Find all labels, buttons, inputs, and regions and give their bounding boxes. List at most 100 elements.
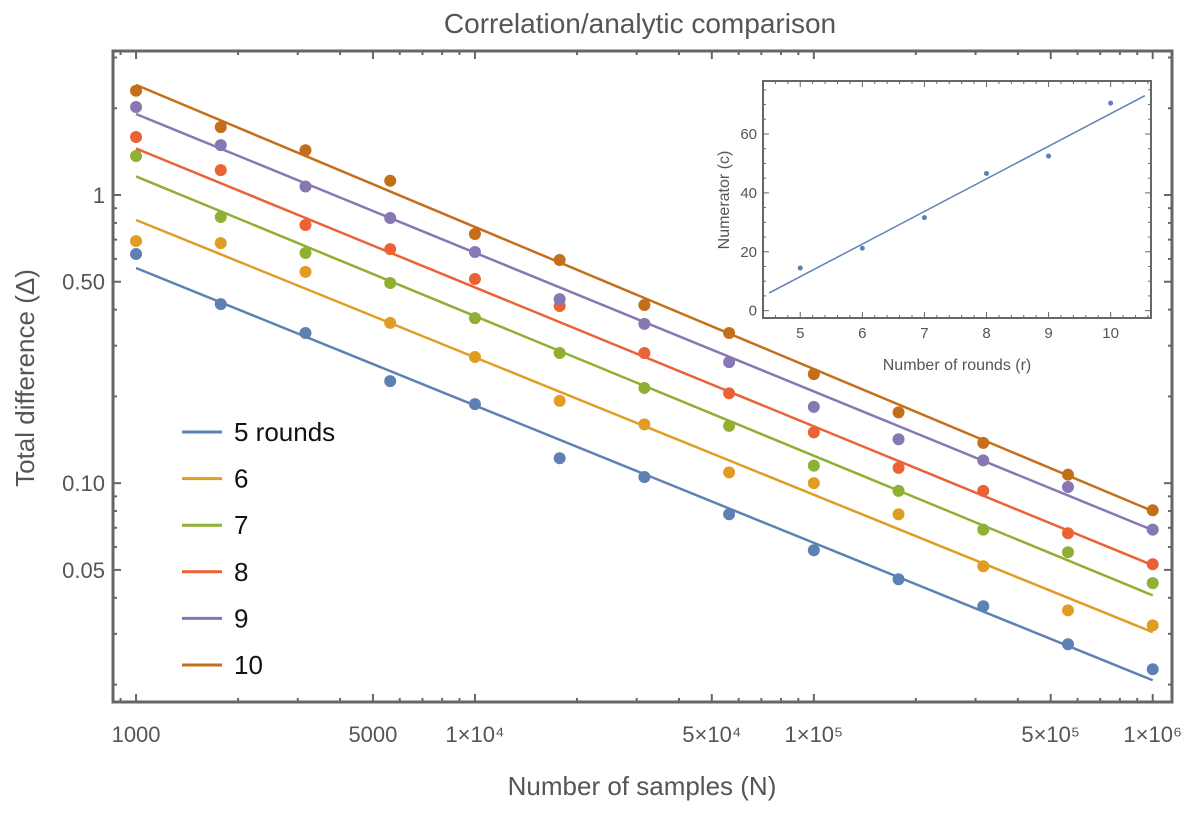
inset-data-point bbox=[797, 265, 803, 271]
data-point bbox=[214, 210, 227, 223]
x-axis-label: Number of samples (N) bbox=[508, 771, 777, 801]
data-point bbox=[468, 398, 481, 411]
data-point bbox=[130, 248, 143, 261]
series-10 bbox=[130, 83, 1159, 517]
data-point bbox=[553, 346, 566, 359]
data-point bbox=[723, 387, 736, 400]
data-point bbox=[553, 452, 566, 465]
x-tick-label: 1×10⁵ bbox=[784, 722, 843, 747]
data-point bbox=[299, 180, 312, 193]
data-point bbox=[892, 508, 905, 521]
y-tick-label: 1 bbox=[93, 183, 105, 208]
inset-fit-line bbox=[768, 95, 1146, 294]
data-point bbox=[1061, 604, 1074, 617]
data-point bbox=[723, 419, 736, 432]
inset-x-tick-label: 10 bbox=[1102, 325, 1119, 342]
data-point bbox=[214, 164, 227, 177]
data-point bbox=[299, 218, 312, 231]
inset-plot: 5 6 7 8 9 10 0 20 40 60 bbox=[740, 80, 1152, 342]
data-point bbox=[723, 466, 736, 479]
data-point bbox=[1146, 577, 1159, 590]
main-plot: 1000 5000 1×10⁴ 5×10⁴ 1×10⁵ 5×10⁵ 1×10⁶ 0.05 0.1… bbox=[62, 49, 1182, 747]
data-point bbox=[214, 139, 227, 152]
inset-x-tick-label: 9 bbox=[1044, 325, 1052, 342]
legend-label: 8 bbox=[234, 557, 248, 587]
inset-x-tick-label: 7 bbox=[920, 325, 928, 342]
data-point bbox=[638, 317, 651, 330]
data-point bbox=[384, 174, 397, 187]
data-point bbox=[299, 144, 312, 157]
data-point bbox=[723, 508, 736, 521]
data-point bbox=[299, 265, 312, 278]
series-5-rounds bbox=[130, 248, 1159, 682]
series-7 bbox=[130, 150, 1159, 597]
legend-label: 6 bbox=[234, 464, 248, 494]
data-point bbox=[553, 394, 566, 407]
inset-data-point bbox=[1046, 153, 1052, 159]
data-point bbox=[807, 400, 820, 413]
legend-label: 9 bbox=[234, 603, 248, 633]
data-point bbox=[130, 101, 143, 114]
data-point bbox=[384, 375, 397, 388]
data-point bbox=[1061, 480, 1074, 493]
data-point bbox=[1061, 527, 1074, 540]
data-point bbox=[892, 573, 905, 586]
data-point bbox=[723, 356, 736, 369]
data-point bbox=[1061, 638, 1074, 651]
data-point bbox=[723, 326, 736, 339]
data-point bbox=[553, 253, 566, 266]
x-tick-label: 5×10⁴ bbox=[682, 722, 741, 747]
data-point bbox=[1146, 619, 1159, 632]
inset-x-tick-label: 6 bbox=[858, 325, 866, 342]
data-point bbox=[638, 381, 651, 394]
data-point bbox=[384, 212, 397, 225]
inset-x-tick-label: 8 bbox=[982, 325, 990, 342]
data-point bbox=[130, 84, 143, 97]
data-point bbox=[807, 477, 820, 490]
x-tick-label: 5×10⁵ bbox=[1021, 722, 1080, 747]
plot-frame bbox=[111, 49, 1174, 704]
data-point bbox=[977, 436, 990, 449]
data-point bbox=[892, 406, 905, 419]
legend-label: 7 bbox=[234, 510, 248, 540]
data-point bbox=[807, 459, 820, 472]
data-point bbox=[1061, 546, 1074, 559]
inset-data-point bbox=[921, 215, 927, 221]
data-point bbox=[1146, 558, 1159, 571]
data-point bbox=[638, 471, 651, 484]
data-point bbox=[468, 228, 481, 241]
data-point bbox=[892, 433, 905, 446]
data-point bbox=[214, 298, 227, 311]
series-9 bbox=[130, 101, 1159, 536]
data-point bbox=[1061, 468, 1074, 481]
data-point bbox=[1146, 523, 1159, 536]
data-point bbox=[638, 299, 651, 312]
data-point bbox=[299, 247, 312, 260]
data-point bbox=[892, 461, 905, 474]
data-point bbox=[468, 273, 481, 286]
data-point bbox=[977, 600, 990, 613]
data-point bbox=[384, 243, 397, 256]
y-tick-label: 0.10 bbox=[62, 471, 105, 496]
data-point bbox=[130, 130, 143, 143]
x-tick-label: 5000 bbox=[348, 722, 397, 747]
inset-data-point bbox=[983, 170, 989, 176]
data-point bbox=[807, 368, 820, 381]
data-point bbox=[1146, 504, 1159, 517]
data-point bbox=[977, 560, 990, 573]
legend: 5 rounds 6 7 8 9 10 bbox=[182, 417, 335, 680]
data-point bbox=[384, 276, 397, 289]
data-point bbox=[130, 235, 143, 248]
x-tick-label: 1×10⁴ bbox=[445, 722, 504, 747]
data-point bbox=[299, 326, 312, 339]
data-point bbox=[807, 544, 820, 557]
chart-title: Correlation/analytic comparison bbox=[444, 8, 836, 39]
inset-y-tick-label: 60 bbox=[740, 126, 757, 143]
data-point bbox=[384, 316, 397, 329]
data-point bbox=[977, 523, 990, 536]
data-point bbox=[638, 346, 651, 359]
data-point bbox=[977, 454, 990, 467]
inset-y-tick-label: 0 bbox=[749, 303, 757, 320]
inset-data-point bbox=[1108, 100, 1114, 106]
